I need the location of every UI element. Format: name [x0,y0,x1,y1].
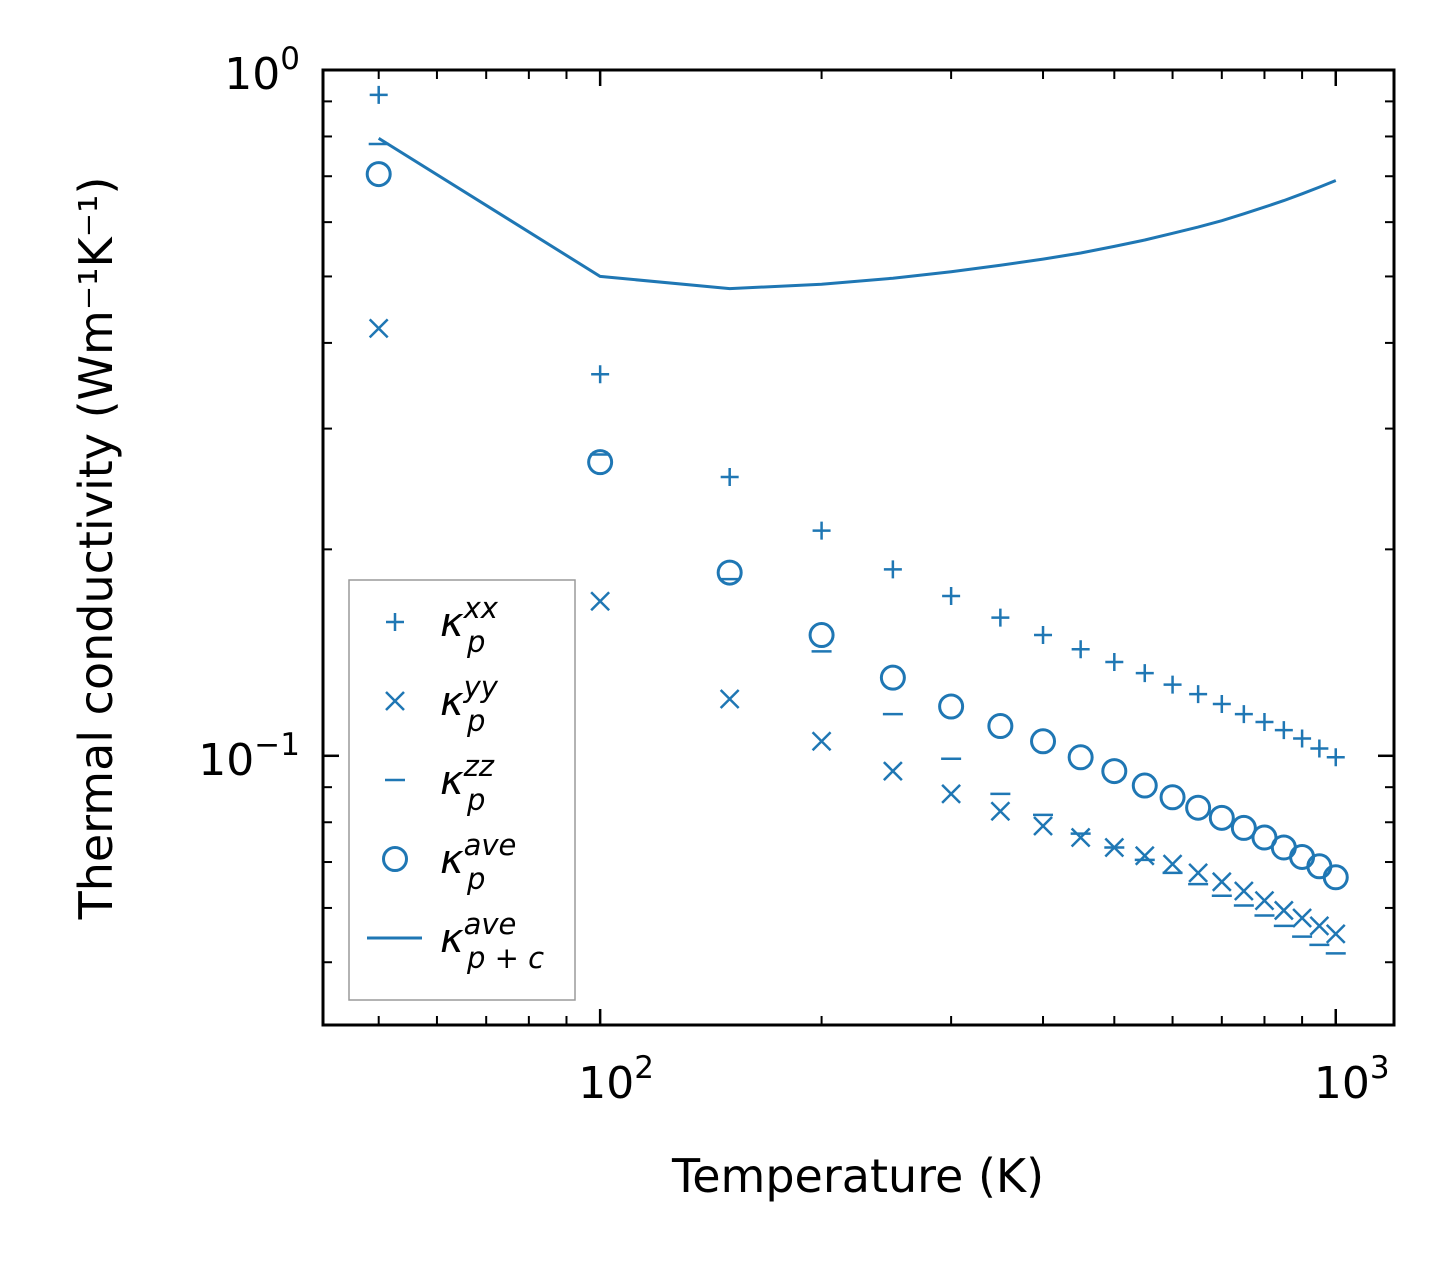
data-point-plus [591,365,610,384]
data-point-x [882,761,903,781]
data-point-plus [1135,664,1154,683]
data-point-plus [1255,713,1274,732]
data-point-circle [716,559,743,586]
data-point-plus [812,521,831,540]
data-point-x [1162,854,1183,875]
plot-content [365,85,1349,955]
data-point-plus [1293,729,1312,748]
data-point-circle [1101,758,1128,785]
data-point-circle [365,161,392,188]
data-point-x [1292,908,1312,928]
data-point-plus [1071,640,1090,659]
y-tick-labels: 10−1 100 [198,41,300,786]
series-line [377,137,1337,291]
data-point-circle [1159,784,1186,811]
data-point-circle [879,664,906,691]
data-point-plus [720,467,739,486]
data-point-x [590,591,611,612]
data-point-x [811,731,832,752]
data-point-plus [1326,748,1345,767]
data-point-plus [883,560,902,579]
data-point-plus [1034,626,1053,645]
data-point-circle [938,693,965,720]
data-point-x [1211,871,1232,892]
data-point-plus [1189,685,1208,704]
series-plus [369,85,1345,767]
data-point-circle [1067,744,1094,771]
data-point-plus [1234,705,1253,724]
y-axis-title: Thermal conductivity (Wm⁻¹K⁻¹) [69,177,123,921]
legend-label: κave p [440,828,516,896]
data-point-x [1273,900,1294,921]
legend-label: κxx p [440,591,499,659]
data-point-x [719,689,740,709]
data-point-plus [1310,739,1329,758]
legend-frame [348,579,576,1001]
legend-swatch-x [385,691,405,711]
legend-swatch-plus [386,613,404,631]
legend-swatch-circle [382,846,408,872]
plot-frame [321,68,1396,1027]
x-tick-label: 103 [1314,1050,1390,1109]
data-point-plus [1105,653,1124,672]
data-point-plus [1163,675,1182,694]
series-circle [365,161,1349,891]
series-line [377,137,1337,291]
legend: κxx p κyy p κzz p κave p κave p + c [348,579,576,1001]
data-point-circle [1030,728,1057,755]
data-point-circle [1322,864,1349,891]
data-point-circle [1185,794,1212,821]
x-tick-label: 102 [578,1050,654,1109]
y-tick-label: 100 [224,41,300,100]
x-tick-labels: 102 103 [578,1050,1389,1109]
data-point-x [1309,915,1330,936]
data-point-plus [942,587,961,606]
data-point-x [368,318,389,339]
data-point-x [990,801,1011,822]
data-point-circle [1131,772,1158,799]
data-point-circle [1230,814,1257,841]
data-point-plus [991,608,1010,627]
data-point-plus [1212,694,1231,713]
data-point-x [1233,881,1254,901]
data-point-circle [987,713,1014,740]
data-point-plus [1274,721,1293,740]
data-point-circle [1289,843,1316,870]
data-point-circle [808,622,835,649]
data-point-x [1134,845,1155,866]
data-point-x [1254,890,1275,911]
data-point-x [1033,816,1053,836]
x-axis-title: Temperature (K) [671,1149,1044,1203]
y-tick-label: 10−1 [198,727,300,786]
data-point-x [1188,862,1209,883]
data-point-circle [1208,804,1235,831]
legend-label: κave p + c [440,907,544,975]
data-point-circle [587,449,614,476]
legend-label: κyy p [440,670,499,738]
data-point-plus [369,85,388,104]
data-point-x [1325,923,1346,944]
legend-label: κzz p [440,749,495,817]
data-point-x [1070,827,1091,848]
data-point-circle [1306,853,1333,880]
data-point-x [941,783,962,804]
